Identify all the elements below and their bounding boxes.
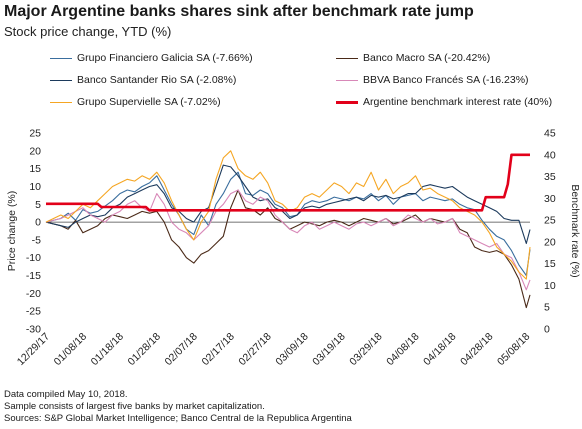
y-right-tick-label: 40: [544, 149, 556, 161]
legend-label: Banco Santander Rio SA (-2.08%): [77, 74, 237, 86]
legend-item: Banco Macro SA (-20.42%): [336, 52, 490, 64]
y-right-tick-label: 20: [544, 236, 556, 248]
legend: Grupo Financiero Galicia SA (-7.66%) Banc…: [10, 48, 578, 126]
x-tick-label: 03/09/18: [273, 331, 310, 368]
legend-label: BBVA Banco Francés SA (-16.23%): [363, 74, 529, 86]
y-tick-label: 20: [29, 145, 41, 157]
legend-swatch: [50, 101, 72, 103]
y-tick-label: -5: [32, 234, 41, 246]
x-tick-label: 04/18/18: [421, 331, 458, 368]
y-right-axis-title: Benchmark rate (%): [569, 184, 581, 277]
series-line-1: [45, 171, 531, 277]
legend-item: Grupo Financiero Galicia SA (-7.66%): [50, 52, 253, 64]
series-line-3: [45, 164, 531, 245]
series-line-6: [46, 153, 530, 212]
legend-swatch: [50, 79, 72, 81]
y-axis-title: Price change (%): [6, 191, 18, 272]
y-right-tick-label: 5: [544, 302, 550, 314]
x-tick-label: 05/08/18: [495, 331, 532, 368]
legend-label: Banco Macro SA (-20.42%): [363, 52, 491, 64]
x-tick-label: 12/29/17: [15, 331, 52, 368]
x-tick-label: 03/19/18: [310, 331, 347, 368]
y-right-tick-label: 0: [544, 324, 550, 336]
x-tick-label: 02/17/18: [199, 331, 236, 368]
series-line-4: [45, 189, 531, 291]
legend-label: Grupo Financiero Galicia SA (-7.66%): [77, 52, 253, 64]
legend-swatch: [50, 57, 72, 59]
x-tick-label: 01/08/18: [52, 331, 89, 368]
legend-label: Grupo Supervielle SA (-7.02%): [77, 96, 221, 108]
y-right-tick-label: 10: [544, 280, 556, 292]
y-tick-label: 15: [29, 163, 41, 175]
x-tick-label: 01/28/18: [126, 331, 163, 368]
chart-subtitle: Stock price change, YTD (%): [4, 24, 172, 39]
legend-swatch: [336, 100, 358, 104]
legend-swatch: [336, 79, 358, 81]
y-tick-label: -20: [26, 288, 41, 300]
y-tick-label: -10: [26, 252, 41, 264]
legend-swatch: [336, 57, 358, 59]
x-tick-label: 02/07/18: [163, 331, 200, 368]
footnote-compiled: Data compiled May 10, 2018.: [4, 389, 128, 400]
y-right-tick-label: 25: [544, 215, 556, 227]
y-tick-label: 10: [29, 181, 41, 193]
footnotes: Data compiled May 10, 2018. Sample consi…: [4, 389, 352, 425]
y-tick-label: 5: [35, 199, 41, 211]
x-tick-label: 04/28/18: [458, 331, 495, 368]
x-tick-label: 02/27/18: [236, 331, 273, 368]
x-tick-label: 03/29/18: [347, 331, 384, 368]
y-right-tick-label: 30: [544, 193, 556, 205]
legend-label: Argentine benchmark interest rate (40%): [363, 96, 553, 108]
y-right-tick-label: 15: [544, 258, 556, 270]
y-right-tick-label: 35: [544, 171, 556, 183]
footnote-sources: Sources: S&P Global Market Intelligence;…: [4, 413, 352, 424]
legend-item: Argentine benchmark interest rate (40%): [336, 96, 552, 108]
legend-item: BBVA Banco Francés SA (-16.23%): [336, 74, 529, 86]
y-tick-label: 25: [29, 128, 41, 140]
x-tick-label: 04/08/18: [384, 331, 421, 368]
y-tick-label: -15: [26, 270, 41, 282]
legend-item: Grupo Supervielle SA (-7.02%): [50, 96, 221, 108]
legend-item: Banco Santander Rio SA (-2.08%): [50, 74, 236, 86]
x-tick-label: 01/18/18: [89, 331, 126, 368]
chart-title: Major Argentine banks shares sink after …: [4, 3, 474, 20]
y-tick-label: -25: [26, 306, 41, 318]
footnote-sample: Sample consists of largest five banks by…: [4, 401, 265, 412]
y-tick-label: 0: [35, 217, 41, 229]
y-tick-label: -30: [26, 324, 41, 336]
y-right-tick-label: 45: [544, 128, 556, 140]
